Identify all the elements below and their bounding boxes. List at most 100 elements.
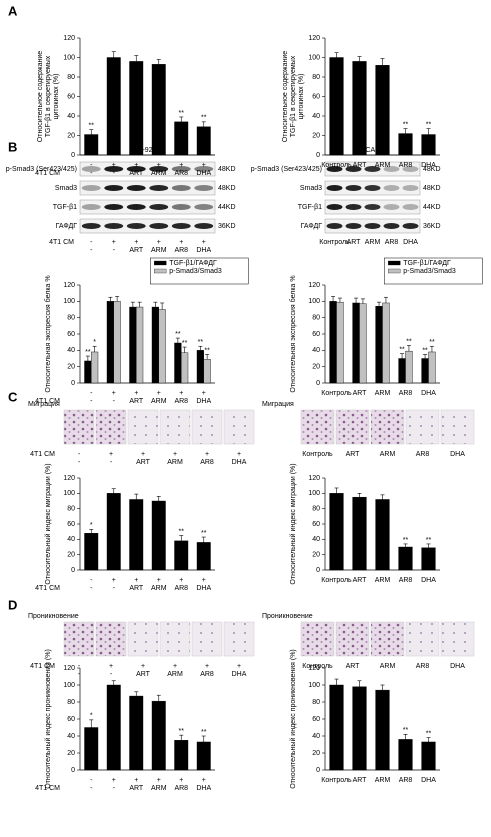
y-axis-label: Относительное содержание <box>37 51 44 142</box>
y-tick-label: 0 <box>316 567 320 574</box>
x-tick-label: ART <box>353 577 368 584</box>
blot-band <box>326 185 343 191</box>
error-bar <box>156 496 161 501</box>
bar <box>196 126 211 156</box>
x-tick-label: Контроль <box>321 162 352 169</box>
significance: ** <box>85 349 91 356</box>
y-tick-label: 20 <box>312 132 320 139</box>
row-sign: + <box>157 390 161 397</box>
y-tick-label: 60 <box>312 93 320 100</box>
error-bar <box>111 680 116 685</box>
blot-band <box>171 204 191 210</box>
bar <box>196 350 204 384</box>
significance: ** <box>198 339 204 346</box>
bar <box>84 360 92 384</box>
y-axis-label: Относительный индекс проникновения (%) <box>289 649 297 789</box>
x-tick-label: ARM <box>151 398 167 405</box>
error-bar <box>179 116 184 122</box>
row-sign: - <box>90 577 93 584</box>
legend-label: p-Smad3/Smad3 <box>169 268 222 275</box>
strip-label: Контроль <box>302 451 333 458</box>
bar <box>136 306 144 384</box>
x-tick-label: AR8 <box>174 398 188 405</box>
strip-label: - <box>110 459 113 466</box>
y-tick-label: 40 <box>312 113 320 120</box>
y-tick-label: 100 <box>308 490 320 497</box>
y-axis-label: Относительная экспрессия белка % <box>44 275 52 392</box>
x-tick-label: Контроль <box>321 577 352 584</box>
blot-lane-label: - <box>90 247 93 254</box>
strip-row-name: 4T1 CM <box>30 451 55 458</box>
error-bar <box>160 302 165 310</box>
blot-strip <box>79 161 216 177</box>
x-tick-label: - <box>90 398 93 405</box>
significance: ** <box>399 346 405 353</box>
error-bar <box>357 493 362 498</box>
significance: ** <box>426 731 432 738</box>
blot-kd: 36KD <box>423 223 441 230</box>
blot-band <box>149 185 169 191</box>
blot-band <box>171 166 191 172</box>
strip-label: ARM <box>167 459 183 466</box>
y-tick-label: 0 <box>316 767 320 774</box>
micrograph <box>159 621 191 657</box>
error-bar <box>403 733 408 740</box>
blot-band <box>104 166 124 172</box>
blot-band <box>194 185 214 191</box>
strip-label: ART <box>346 663 361 670</box>
legend-swatch <box>388 268 401 274</box>
blot-band <box>171 223 191 229</box>
y-tick-label: 120 <box>308 475 320 482</box>
x-tick-label: AR8 <box>399 577 413 584</box>
row-sign: + <box>179 777 183 784</box>
error-bar <box>380 58 385 66</box>
blot-kd: 48KD <box>423 185 441 192</box>
legend-swatch <box>154 268 167 274</box>
y-tick-label: 20 <box>67 552 75 559</box>
blot-title: CAF <box>366 147 380 154</box>
bar <box>174 540 189 571</box>
strip-sign: + <box>205 663 209 670</box>
bar <box>151 700 166 771</box>
significance: ** <box>403 727 409 734</box>
blot-band <box>345 166 362 172</box>
micrograph <box>405 409 440 445</box>
row-sign: + <box>202 577 206 584</box>
strip-sign: + <box>173 663 177 670</box>
blot-band <box>194 166 214 172</box>
strip-label: AR8 <box>416 663 430 670</box>
x-tick-label: - <box>90 170 93 177</box>
strip-label: AR8 <box>416 451 430 458</box>
y-tick-label: 80 <box>67 506 75 513</box>
significance: ** <box>182 340 188 347</box>
blot-band <box>126 204 146 210</box>
strip-title: Миграция <box>262 401 294 408</box>
x-tick-label: ARM <box>151 170 167 177</box>
error-bar <box>201 121 206 127</box>
significance: ** <box>204 347 210 354</box>
bar <box>359 303 367 384</box>
row-sign: - <box>90 390 93 397</box>
blot-band <box>326 204 343 210</box>
strip-sign: + <box>205 451 209 458</box>
bar <box>398 546 413 571</box>
bar <box>352 302 360 384</box>
panel-label: A <box>8 3 18 18</box>
bar <box>174 121 189 156</box>
x-tick-label: - <box>113 585 116 592</box>
row-sign: + <box>134 162 138 169</box>
error-bar <box>89 129 94 135</box>
strip-sign: - <box>78 451 81 458</box>
micrograph <box>223 409 255 445</box>
bar <box>336 301 344 384</box>
blot-kd: 44KD <box>218 204 236 211</box>
strip-sign: + <box>109 451 113 458</box>
blot-band <box>345 223 362 229</box>
bar <box>91 351 99 384</box>
micrograph <box>95 409 127 445</box>
bar <box>106 57 121 156</box>
bar <box>375 689 390 771</box>
significance: ** <box>89 122 95 129</box>
blot-band <box>126 185 146 191</box>
blot-row-label: p-Smad3 (Ser423/425) <box>6 166 77 173</box>
